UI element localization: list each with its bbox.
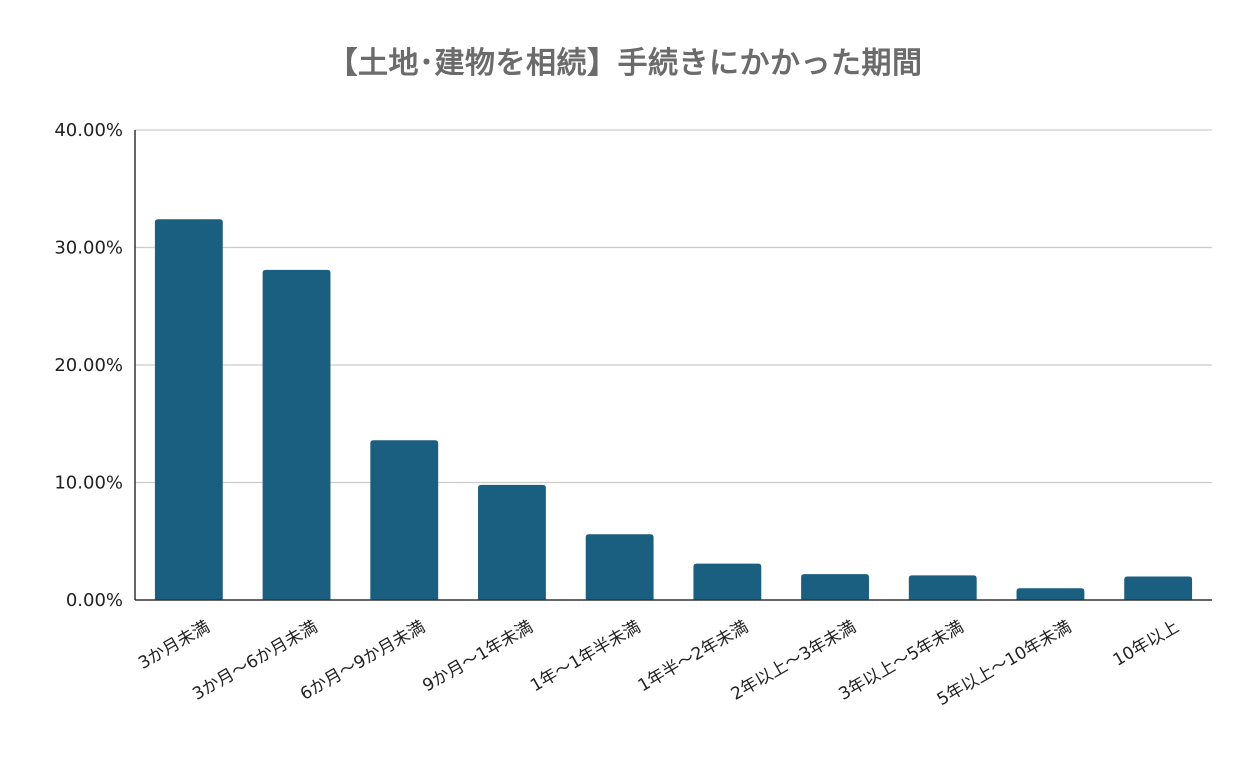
bar <box>478 484 546 600</box>
y-tick-label: 40.00% <box>54 120 123 141</box>
y-tick-label: 30.00% <box>54 238 123 259</box>
bar <box>801 574 869 600</box>
x-tick-label: 3か月未満 <box>135 617 213 674</box>
x-axis-ticks: 3か月未満3か月～6か月未満6か月～9か月未満9か月～1年未満1年～1年半未満1… <box>135 617 1183 710</box>
y-tick-label: 20.00% <box>54 355 123 376</box>
x-tick-label: 10年以上 <box>1110 617 1183 671</box>
bar <box>585 534 654 600</box>
bar <box>908 575 977 600</box>
x-tick-label: 1年～1年半未満 <box>527 617 644 696</box>
y-axis-ticks: 0.00% 10.00% 20.00% 30.00% 40.00% <box>54 120 123 611</box>
bar <box>154 219 223 601</box>
y-tick-label: 10.00% <box>54 473 123 494</box>
bar <box>1016 588 1085 600</box>
y-tick-label: 0.00% <box>66 590 123 611</box>
axes <box>134 130 1212 601</box>
x-tick-label: 9か月～1年未満 <box>419 617 536 696</box>
bar <box>693 563 762 600</box>
bar <box>1124 576 1193 600</box>
bars <box>154 219 1193 601</box>
chart-title: 【土地･建物を相続】手続きにかかった期間 <box>327 46 923 81</box>
bar <box>370 440 439 600</box>
bar <box>262 269 331 600</box>
